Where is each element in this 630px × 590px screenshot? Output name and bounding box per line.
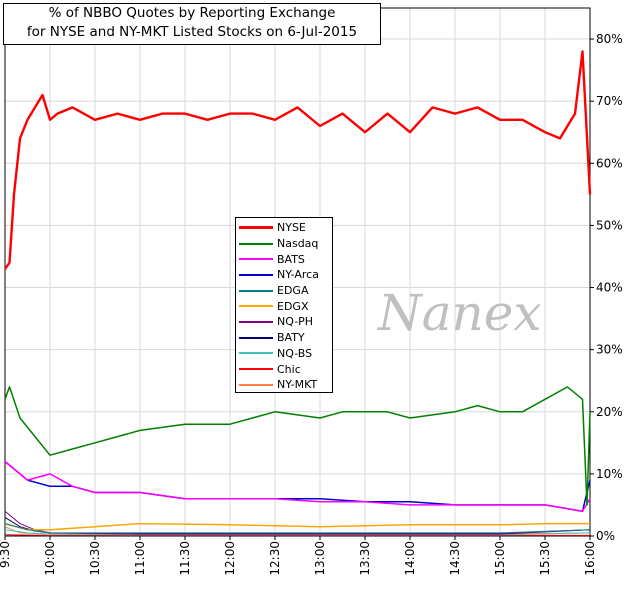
legend-label: NYSE: [277, 221, 306, 235]
legend-item: EDGA: [239, 283, 329, 299]
title-line-2: for NYSE and NY-MKT Listed Stocks on 6-J…: [26, 24, 358, 40]
legend-item: NY-MKT: [239, 377, 329, 393]
x-tick-label: 11:30: [178, 541, 192, 576]
legend-swatch: [239, 352, 273, 355]
title-line-1: % of NBBO Quotes by Reporting Exchange: [48, 5, 336, 21]
y-axis: 0% 10% 20% 30% 40% 50% 60% 70% 80%: [590, 32, 623, 543]
series-line-baty: [4, 516, 591, 534]
series-line-edga: [4, 523, 591, 534]
chart-title: % of NBBO Quotes by Reporting Exchange f…: [3, 3, 381, 45]
legend-swatch: [239, 336, 273, 339]
series-line-nyse: [4, 50, 592, 270]
legend-swatch: [239, 226, 273, 230]
x-tick-label: 14:00: [403, 541, 417, 576]
legend-item: Nasdaq: [239, 236, 329, 252]
x-tick-label: 13:30: [358, 541, 372, 576]
legend-swatch: [239, 258, 273, 261]
legend-label: BATS: [277, 252, 305, 266]
x-tick-label: 15:30: [538, 541, 552, 576]
legend-swatch: [239, 383, 273, 386]
y-tick-label: 50%: [596, 218, 623, 232]
series-line-nq-ph: [4, 510, 591, 535]
legend-item: BATS: [239, 251, 329, 267]
y-tick-label: 10%: [596, 467, 623, 481]
series-line-nasdaq: [4, 386, 591, 506]
legend-item: NQ-PH: [239, 314, 329, 330]
legend-item: NYSE: [239, 220, 329, 236]
series-line-chic: [4, 534, 590, 536]
legend-item: EDGX: [239, 298, 329, 314]
legend-swatch: [239, 289, 273, 292]
x-tick-label: 16:00: [583, 541, 597, 576]
x-tick-label: 11:00: [133, 541, 147, 576]
legend-item: BATY: [239, 330, 329, 346]
y-tick-label: 30%: [596, 343, 623, 357]
y-tick-label: 80%: [596, 32, 623, 46]
legend-swatch: [239, 242, 273, 245]
legend: NYSE Nasdaq BATS NY-Arca EDGA EDGX NQ-PH BATY NQ…: [235, 217, 333, 393]
x-tick-label: 12:30: [268, 541, 282, 576]
y-tick-label: 70%: [596, 94, 623, 108]
legend-label: Nasdaq: [277, 237, 319, 251]
legend-label: NY-MKT: [277, 378, 318, 392]
legend-label: EDGA: [277, 284, 309, 298]
series-line-nq-bs: [4, 529, 591, 536]
y-tick-label: 0%: [596, 529, 615, 543]
legend-item: NQ-BS: [239, 346, 329, 362]
legend-label: NQ-PH: [277, 315, 314, 329]
series-line-bats: [4, 460, 591, 512]
legend-label: BATY: [277, 331, 305, 345]
legend-label: NY-Arca: [277, 268, 319, 282]
legend-item: NY-Arca: [239, 267, 329, 283]
legend-label: NQ-BS: [277, 346, 313, 360]
legend-item: Chic: [239, 361, 329, 377]
x-tick-label: 13:00: [313, 541, 327, 576]
x-tick-label: 15:00: [493, 541, 507, 576]
series-lines: [4, 50, 592, 536]
y-tick-label: 60%: [596, 156, 623, 170]
legend-swatch: [239, 273, 273, 276]
legend-label: EDGX: [277, 299, 309, 313]
y-tick-label: 40%: [596, 281, 623, 295]
legend-swatch: [239, 320, 273, 323]
x-tick-label: 10:30: [88, 541, 102, 576]
x-tick-label: 14:30: [448, 541, 462, 576]
series-line-edgx: [4, 522, 590, 531]
x-tick-label: 9:30: [0, 541, 12, 568]
x-tick-label: 12:00: [223, 541, 237, 576]
x-tick-label: 10:00: [43, 541, 57, 576]
legend-swatch: [239, 368, 273, 371]
y-tick-label: 20%: [596, 405, 623, 419]
legend-label: Chic: [277, 362, 301, 376]
series-line-ny-arca: [4, 460, 591, 512]
x-axis: 9:30 10:00 10:30 11:00 11:30 12:00 12:30 13:00 1…: [0, 536, 597, 576]
legend-swatch: [239, 305, 273, 308]
watermark: Nanex: [378, 284, 542, 342]
